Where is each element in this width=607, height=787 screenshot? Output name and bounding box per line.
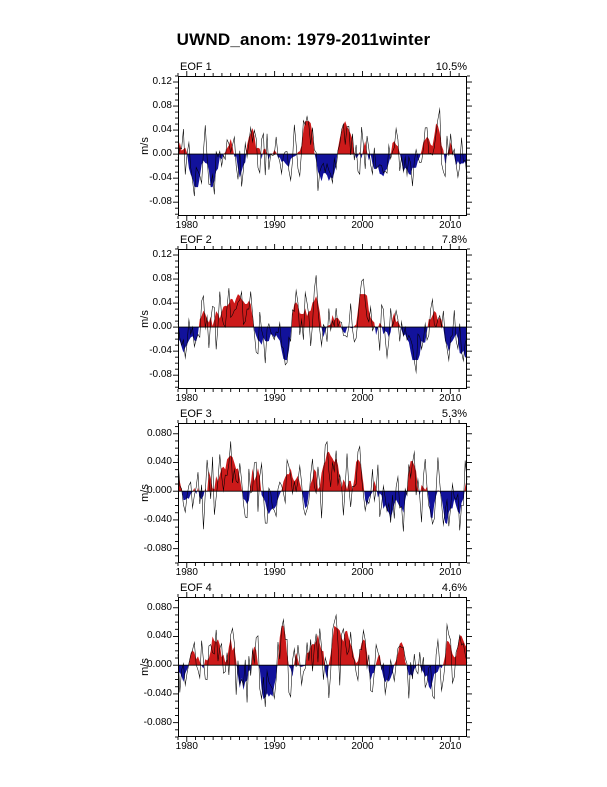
panel-plot-4 [162, 581, 483, 753]
panel-plot-3 [162, 407, 483, 579]
y-tick-label: 0.080 [146, 427, 172, 439]
y-tick-label: -0.08 [149, 196, 172, 208]
y-tick-label: 0.080 [146, 601, 172, 613]
y-tick-label: 0.040 [146, 456, 172, 468]
y-tick-label: 0.000 [146, 485, 172, 497]
y-tick-label: -0.040 [143, 687, 172, 699]
chart-title: UWND_anom: 1979-2011winter [176, 30, 431, 49]
y-tick-label: -0.080 [143, 716, 172, 728]
y-tick-label: 0.000 [146, 659, 172, 671]
y-tick-label: -0.04 [149, 345, 172, 357]
panel-plot-1 [162, 60, 483, 232]
y-tick-label: -0.04 [149, 172, 172, 184]
panel-plot-2 [162, 233, 483, 405]
y-tick-label: -0.040 [143, 513, 172, 525]
y-tick-label: -0.08 [149, 369, 172, 381]
y-tick-label: 0.040 [146, 630, 172, 642]
y-tick-label: -0.080 [143, 542, 172, 554]
